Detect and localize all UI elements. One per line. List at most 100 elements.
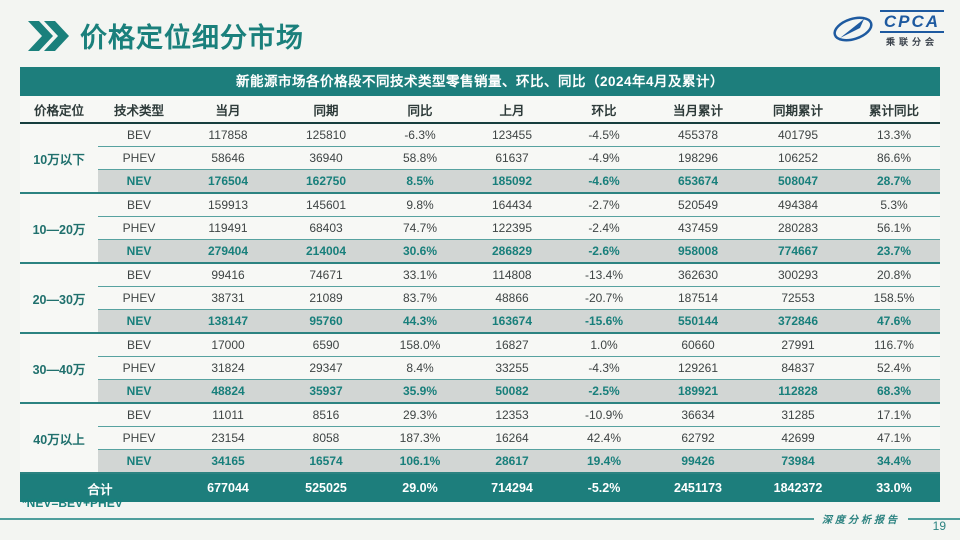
value-cell: 138147 (180, 309, 276, 334)
total-value-cell: 714294 (464, 473, 560, 502)
value-cell: 8058 (276, 426, 376, 450)
column-header: 价格定位 (20, 96, 98, 124)
value-cell: 83.7% (376, 286, 464, 310)
table-row: NEV 176504 162750 8.5% 185092 -4.6% 653674 5080… (20, 169, 940, 194)
value-cell: 61637 (464, 146, 560, 170)
table-row: PHEV 58646 36940 58.8% 61637 -4.9% 198296 10625… (20, 146, 940, 170)
column-header: 当月累计 (648, 96, 748, 124)
value-cell: 50082 (464, 379, 560, 404)
value-cell: 158.5% (848, 286, 940, 310)
value-cell: 27991 (748, 333, 848, 357)
footnote: *NEV=BEV+PHEV (22, 496, 123, 510)
value-cell: 176504 (180, 169, 276, 194)
value-cell: 60660 (648, 333, 748, 357)
value-cell: -2.7% (560, 193, 648, 217)
value-cell: 198296 (648, 146, 748, 170)
value-cell: -2.6% (560, 239, 648, 264)
value-cell: 8516 (276, 403, 376, 427)
value-cell: 162750 (276, 169, 376, 194)
value-cell: 117858 (180, 123, 276, 147)
value-cell: 158.0% (376, 333, 464, 357)
value-cell: 35.9% (376, 379, 464, 404)
segment-table: 价格定位 技术类型 当月 同期 同比 上月 环比 当月累计 同期累计 累计同比 10万以下 BEV 11… (20, 96, 940, 502)
value-cell: 34165 (180, 449, 276, 474)
value-cell: 508047 (748, 169, 848, 194)
value-cell: 9.8% (376, 193, 464, 217)
tech-type-cell: NEV (98, 449, 180, 474)
value-cell: 16264 (464, 426, 560, 450)
value-cell: 520549 (648, 193, 748, 217)
value-cell: 17.1% (848, 403, 940, 427)
logo-rule-top (880, 10, 944, 12)
value-cell: 74.7% (376, 216, 464, 240)
total-value-cell: -5.2% (560, 473, 648, 502)
column-header: 同比 (376, 96, 464, 124)
table-row: NEV 48824 35937 35.9% 50082 -2.5% 189921 112828… (20, 379, 940, 404)
value-cell: 47.1% (848, 426, 940, 450)
value-cell: 23154 (180, 426, 276, 450)
value-cell: 86.6% (848, 146, 940, 170)
column-header: 上月 (464, 96, 560, 124)
value-cell: 653674 (648, 169, 748, 194)
tech-type-cell: BEV (98, 333, 180, 357)
segment-label: 30—40万 (20, 333, 98, 404)
value-cell: 56.1% (848, 216, 940, 240)
value-cell: 84837 (748, 356, 848, 380)
value-cell: 401795 (748, 123, 848, 147)
value-cell: 28.7% (848, 169, 940, 194)
value-cell: -6.3% (376, 123, 464, 147)
tech-type-cell: PHEV (98, 426, 180, 450)
table-section: 新能源市场各价格段不同技术类型零售销量、环比、同比（2024年4月及累计） 价格… (20, 67, 940, 502)
value-cell: 129261 (648, 356, 748, 380)
tech-type-cell: NEV (98, 309, 180, 334)
total-row: 合计 677044 525025 29.0% 714294 -5.2% 2451173 184… (20, 473, 940, 502)
value-cell: 774667 (748, 239, 848, 264)
value-cell: -4.5% (560, 123, 648, 147)
value-cell: 33255 (464, 356, 560, 380)
value-cell: 31824 (180, 356, 276, 380)
value-cell: 29347 (276, 356, 376, 380)
value-cell: 372846 (748, 309, 848, 334)
tech-type-cell: BEV (98, 193, 180, 217)
column-header: 累计同比 (848, 96, 940, 124)
value-cell: 99426 (648, 449, 748, 474)
value-cell: 106.1% (376, 449, 464, 474)
total-value-cell: 2451173 (648, 473, 748, 502)
value-cell: 286829 (464, 239, 560, 264)
table-row: 10万以下 BEV 117858 125810 -6.3% 123455 -4.5% 4553… (20, 123, 940, 194)
value-cell: 21089 (276, 286, 376, 310)
value-cell: -13.4% (560, 263, 648, 287)
column-header: 环比 (560, 96, 648, 124)
value-cell: 58.8% (376, 146, 464, 170)
logo-subtitle: 乘联分会 (885, 37, 938, 47)
value-cell: 279404 (180, 239, 276, 264)
tech-type-cell: PHEV (98, 146, 180, 170)
table-title: 新能源市场各价格段不同技术类型零售销量、环比、同比（2024年4月及累计） (20, 67, 940, 96)
value-cell: -10.9% (560, 403, 648, 427)
value-cell: 280283 (748, 216, 848, 240)
tech-type-cell: NEV (98, 169, 180, 194)
value-cell: 494384 (748, 193, 848, 217)
value-cell: 95760 (276, 309, 376, 334)
value-cell: -4.6% (560, 169, 648, 194)
column-header: 技术类型 (98, 96, 180, 124)
value-cell: 214004 (276, 239, 376, 264)
total-value-cell: 677044 (180, 473, 276, 502)
value-cell: 99416 (180, 263, 276, 287)
value-cell: 42699 (748, 426, 848, 450)
value-cell: 164434 (464, 193, 560, 217)
value-cell: 185092 (464, 169, 560, 194)
value-cell: 42.4% (560, 426, 648, 450)
value-cell: 123455 (464, 123, 560, 147)
value-cell: 116.7% (848, 333, 940, 357)
column-header: 同期累计 (748, 96, 848, 124)
tech-type-cell: PHEV (98, 356, 180, 380)
value-cell: 48866 (464, 286, 560, 310)
value-cell: 35937 (276, 379, 376, 404)
value-cell: 16827 (464, 333, 560, 357)
value-cell: 550144 (648, 309, 748, 334)
value-cell: 8.5% (376, 169, 464, 194)
value-cell: 187.3% (376, 426, 464, 450)
value-cell: 125810 (276, 123, 376, 147)
value-cell: 5.3% (848, 193, 940, 217)
